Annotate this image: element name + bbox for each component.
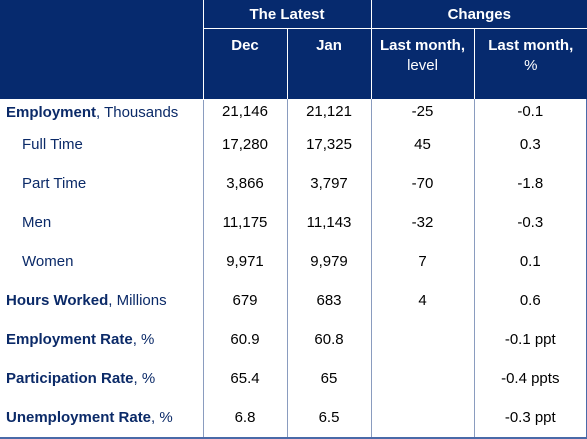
header-lm-level-line2: level — [407, 57, 438, 74]
table-row-employment-rate: Employment Rate, % 60.9 60.8 -0.1 ppt — [0, 319, 587, 359]
header-col-last-month-level: Last month, level — [371, 28, 475, 99]
header-lm-level-line1: Last month, — [380, 37, 466, 54]
cell-last-month-level: 45 — [371, 124, 475, 164]
cell-last-month-pct: -0.3 — [474, 202, 587, 242]
cell-last-month-level: -32 — [371, 202, 475, 242]
cell-dec: 17,280 — [203, 124, 288, 164]
row-label-text: Women — [22, 252, 74, 270]
row-label: Participation Rate, % — [0, 358, 204, 398]
header-lm-pct-line1: Last month, — [488, 37, 574, 54]
table-row-employment: Employment, Thousands 21,146 21,121 -25 … — [0, 99, 587, 125]
cell-dec: 11,175 — [203, 202, 288, 242]
table-row-unemployment-rate: Unemployment Rate, % 6.8 6.5 -0.3 ppt — [0, 397, 587, 439]
row-label: Employment Rate, % — [0, 319, 204, 359]
cell-last-month-pct: -1.8 — [474, 163, 587, 203]
row-label-text: Men — [22, 213, 52, 231]
table-row-men: Men 11,175 11,143 -32 -0.3 — [0, 202, 587, 242]
header-sub-row: Dec Jan Last month, level Last month, % — [0, 28, 587, 99]
row-label-bold: Employment — [6, 103, 97, 121]
table-row-participation-rate: Participation Rate, % 65.4 65 -0.4 ppts — [0, 358, 587, 398]
row-label: Unemployment Rate, % — [0, 397, 204, 439]
cell-dec: 60.9 — [203, 319, 288, 359]
row-label-unit: , % — [132, 330, 155, 348]
cell-jan: 683 — [287, 280, 372, 320]
row-label: Full Time — [0, 124, 204, 164]
table-row-part-time: Part Time 3,866 3,797 -70 -1.8 — [0, 163, 587, 203]
cell-last-month-level: -25 — [371, 99, 475, 125]
cell-jan: 3,797 — [287, 163, 372, 203]
cell-dec: 21,146 — [203, 99, 288, 125]
cell-last-month-level — [371, 358, 475, 398]
row-label-bold: Hours Worked — [6, 291, 109, 309]
cell-last-month-pct: 0.1 — [474, 241, 587, 281]
header-col-dec: Dec — [203, 28, 288, 99]
cell-jan: 6.5 — [287, 397, 372, 439]
header-group-latest: The Latest — [203, 0, 372, 29]
row-label: Employment, Thousands — [0, 99, 204, 125]
cell-jan: 17,325 — [287, 124, 372, 164]
row-label-unit: , Thousands — [96, 103, 179, 121]
cell-last-month-pct: -0.4 ppts — [474, 358, 587, 398]
cell-last-month-pct: -0.1 ppt — [474, 319, 587, 359]
header-col-jan: Jan — [287, 28, 372, 99]
cell-jan: 21,121 — [287, 99, 372, 125]
row-label-text: Full Time — [22, 135, 83, 153]
table-row-hours-worked: Hours Worked, Millions 679 683 4 0.6 — [0, 280, 587, 320]
table-row-women: Women 9,971 9,979 7 0.1 — [0, 241, 587, 281]
cell-last-month-level — [371, 397, 475, 439]
cell-dec: 65.4 — [203, 358, 288, 398]
table-row-full-time: Full Time 17,280 17,325 45 0.3 — [0, 124, 587, 164]
cell-jan: 11,143 — [287, 202, 372, 242]
cell-last-month-pct: 0.6 — [474, 280, 587, 320]
cell-last-month-pct: -0.3 ppt — [474, 397, 587, 439]
row-label: Part Time — [0, 163, 204, 203]
row-label-unit: , % — [133, 369, 156, 387]
header-group-row: The Latest Changes — [0, 0, 587, 100]
row-label-text: Part Time — [22, 174, 87, 192]
cell-last-month-level: -70 — [371, 163, 475, 203]
cell-dec: 6.8 — [203, 397, 288, 439]
row-label-bold: Employment Rate — [6, 330, 133, 348]
cell-jan: 9,979 — [287, 241, 372, 281]
cell-last-month-level — [371, 319, 475, 359]
row-label: Hours Worked, Millions — [0, 280, 204, 320]
row-label-bold: Unemployment Rate — [6, 408, 152, 426]
cell-jan: 65 — [287, 358, 372, 398]
cell-last-month-pct: -0.1 — [474, 99, 587, 125]
cell-last-month-level: 7 — [371, 241, 475, 281]
row-label-unit: , Millions — [108, 291, 167, 309]
cell-dec: 679 — [203, 280, 288, 320]
cell-jan: 60.8 — [287, 319, 372, 359]
header-lm-pct-line2: % — [524, 57, 538, 74]
cell-dec: 3,866 — [203, 163, 288, 203]
row-label-unit: , % — [151, 408, 173, 426]
header-group-changes: Changes — [371, 0, 587, 29]
cell-last-month-pct: 0.3 — [474, 124, 587, 164]
cell-last-month-level: 4 — [371, 280, 475, 320]
header-col-last-month-pct: Last month, % — [474, 28, 587, 99]
row-label: Women — [0, 241, 204, 281]
header-corner-cell — [0, 0, 204, 100]
cell-dec: 9,971 — [203, 241, 288, 281]
table-body: Employment, Thousands 21,146 21,121 -25 … — [0, 99, 587, 439]
row-label: Men — [0, 202, 204, 242]
table-header: The Latest Changes Dec Jan Last month, l… — [0, 0, 587, 100]
row-label-bold: Participation Rate — [6, 369, 134, 387]
